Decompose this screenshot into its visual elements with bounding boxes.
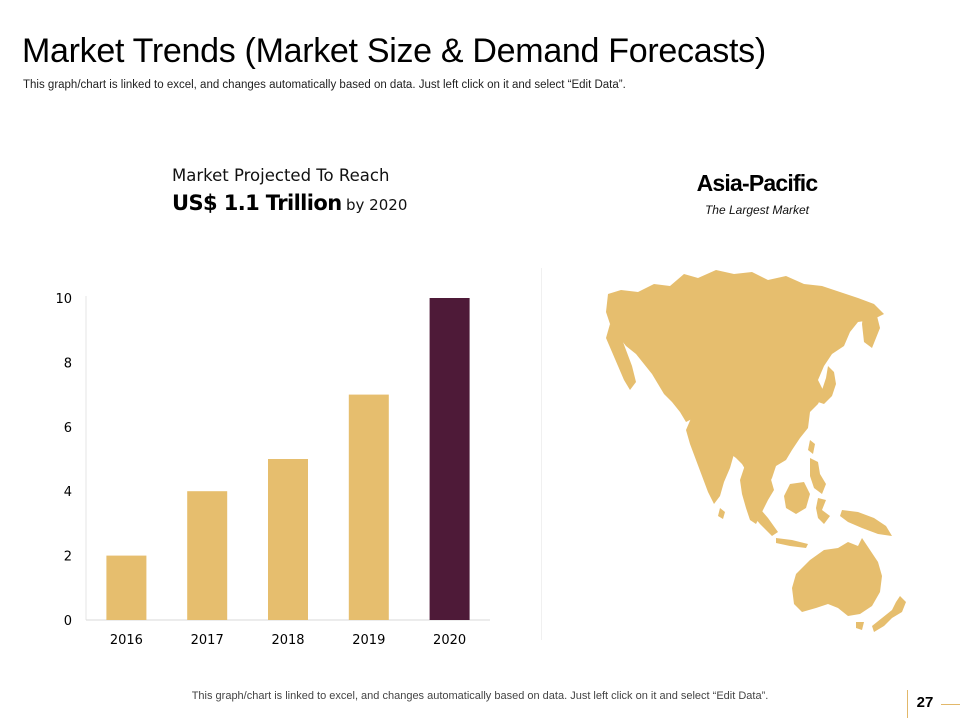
x-tick-label: 2020 [433, 633, 466, 648]
page-number: 27 [916, 694, 934, 711]
map-new-zealand [872, 596, 906, 632]
asia-pacific-map [606, 270, 906, 632]
y-tick-label: 6 [64, 421, 72, 436]
bar-2017[interactable] [187, 491, 228, 620]
map-new-guinea [840, 510, 892, 536]
bar-2020[interactable] [429, 298, 470, 620]
map-borneo [784, 482, 810, 514]
projection-year: by 2020 [346, 196, 408, 214]
bar-2018[interactable] [268, 459, 308, 620]
x-tick-label: 2019 [352, 633, 385, 648]
map-japan [818, 366, 836, 404]
y-tick-label: 10 [55, 292, 72, 307]
map-tasmania [856, 622, 864, 630]
market-projection-callout: Market Projected To Reach US$ 1.1 Trilli… [172, 166, 407, 215]
x-tick-label: 2018 [271, 633, 304, 648]
map-asia-mainland [606, 270, 884, 498]
page-number-divider [907, 690, 908, 718]
y-tick-label: 2 [64, 550, 72, 565]
bar-2016[interactable] [106, 555, 147, 620]
x-tick-label: 2017 [191, 633, 224, 648]
map-sulawesi [816, 498, 830, 524]
y-tick-label: 4 [64, 485, 72, 500]
map-india [686, 416, 734, 504]
map-sumatra [746, 498, 778, 536]
map-west-lobe [606, 324, 636, 390]
map-australia [792, 538, 882, 616]
map-sri-lanka [718, 508, 725, 519]
map-taiwan [808, 440, 815, 454]
x-tick-label: 2016 [110, 633, 143, 648]
section-divider [541, 268, 542, 640]
page-accent-line [941, 704, 960, 705]
region-callout: Asia-Pacific The Largest Market [657, 170, 857, 217]
page-subtitle: This graph/chart is linked to excel, and… [23, 79, 626, 91]
map-indochina [740, 462, 774, 524]
region-subtitle: The Largest Market [704, 203, 810, 217]
region-name: Asia-Pacific [696, 170, 819, 196]
map-korea [806, 384, 816, 408]
page-title: Market Trends (Market Size & Demand Fore… [22, 32, 766, 70]
map-kamchatka [862, 308, 880, 348]
bar-2019[interactable] [348, 394, 389, 620]
footer-note: This graph/chart is linked to excel, and… [191, 690, 769, 702]
map-java [776, 538, 808, 548]
y-tick-label: 0 [64, 614, 72, 629]
projection-lead-text: Market Projected To Reach [172, 166, 390, 185]
projection-amount: US$ 1.1 Trillion [172, 191, 342, 215]
y-tick-label: 8 [64, 356, 72, 371]
bar-chart[interactable]: 0 2 4 6 8 10 2016 2017 2018 2019 2020 [0, 270, 520, 670]
map-philippines [810, 458, 826, 494]
